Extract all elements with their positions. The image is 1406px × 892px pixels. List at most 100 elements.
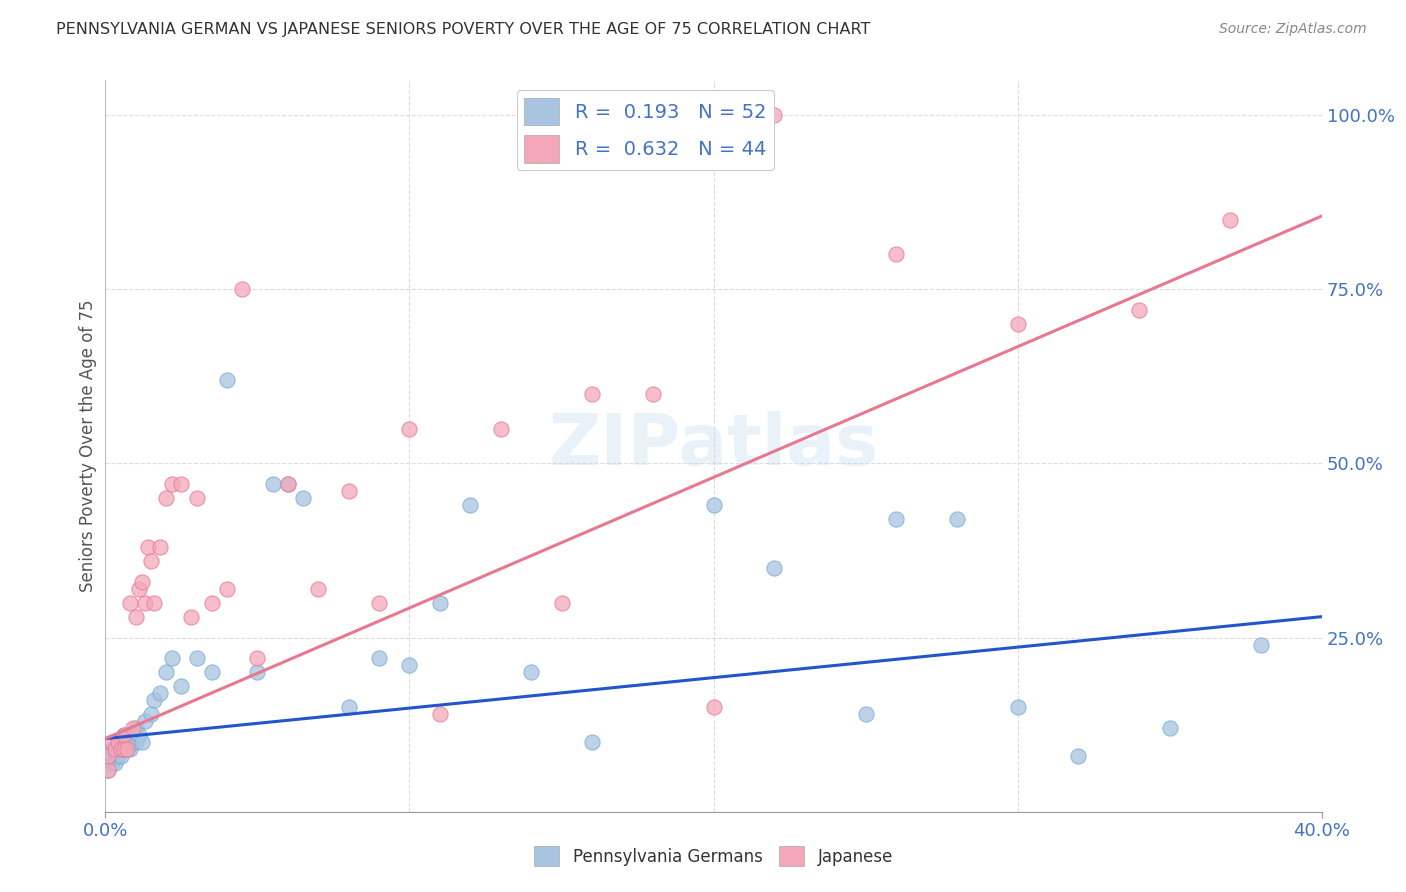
Point (149, 540, 172, 554)
Point (125, 735, 148, 749)
Point (139, 707, 162, 722)
Point (398, 421, 420, 435)
Point (125, 721, 148, 735)
Point (180, 609, 202, 624)
Point (103, 742, 125, 756)
Point (217, 373, 239, 387)
Point (115, 742, 138, 756)
Point (641, 386, 664, 401)
Point (368, 596, 391, 610)
Point (1067, 749, 1090, 764)
Point (1159, 721, 1181, 735)
Point (337, 700, 360, 714)
Point (112, 742, 135, 756)
Point (128, 728, 150, 742)
Point (884, 247, 907, 261)
Point (550, 596, 572, 610)
Point (97, 763, 120, 777)
Point (945, 512, 967, 526)
Text: Source: ZipAtlas.com: Source: ZipAtlas.com (1219, 22, 1367, 37)
Point (581, 386, 603, 401)
Point (103, 756, 125, 770)
Point (100, 735, 122, 749)
Text: PENNSYLVANIA GERMAN VS JAPANESE SENIORS POVERTY OVER THE AGE OF 75 CORRELATION C: PENNSYLVANIA GERMAN VS JAPANESE SENIORS … (56, 22, 870, 37)
Point (458, 498, 481, 512)
Point (307, 582, 329, 596)
Point (136, 540, 159, 554)
Point (262, 477, 284, 491)
Point (429, 707, 451, 722)
Point (201, 596, 224, 610)
Point (186, 651, 208, 665)
Point (118, 742, 141, 756)
Point (231, 282, 253, 296)
Point (107, 735, 129, 749)
Point (429, 596, 451, 610)
Point (131, 735, 153, 749)
Point (107, 749, 129, 764)
Point (97, 749, 120, 764)
Point (97, 763, 120, 777)
Point (277, 477, 299, 491)
Point (121, 735, 143, 749)
Point (398, 658, 420, 673)
Point (118, 728, 141, 742)
Point (110, 735, 132, 749)
Point (1007, 317, 1029, 331)
Point (763, 561, 786, 575)
Point (855, 707, 877, 722)
Point (155, 665, 177, 680)
Point (170, 679, 193, 693)
Legend: Pennsylvania Germans, Japanese: Pennsylvania Germans, Japanese (527, 839, 900, 873)
Point (520, 665, 543, 680)
Point (702, 700, 725, 714)
Point (155, 491, 177, 506)
Point (125, 609, 148, 624)
Point (201, 665, 224, 680)
Point (1219, 212, 1241, 227)
Point (162, 477, 184, 491)
Point (170, 477, 193, 491)
Point (246, 651, 269, 665)
Point (131, 574, 153, 589)
Point (115, 742, 138, 756)
Point (112, 728, 135, 742)
Point (143, 693, 166, 707)
Point (489, 421, 512, 435)
Point (884, 512, 907, 526)
Point (217, 582, 239, 596)
Text: ZIPatlas: ZIPatlas (548, 411, 879, 481)
Point (134, 714, 156, 728)
Point (112, 728, 135, 742)
Point (103, 742, 125, 756)
Point (186, 491, 208, 506)
Point (100, 756, 122, 770)
Point (702, 498, 725, 512)
Point (110, 749, 132, 764)
Point (112, 742, 135, 756)
Point (162, 651, 184, 665)
Point (121, 728, 143, 742)
Point (1128, 303, 1150, 318)
Point (1250, 638, 1272, 652)
Point (139, 554, 162, 568)
Point (149, 686, 172, 700)
Point (128, 582, 150, 596)
Point (763, 108, 786, 122)
Point (581, 735, 603, 749)
Point (337, 484, 360, 499)
Point (134, 596, 156, 610)
Y-axis label: Seniors Poverty Over the Age of 75: Seniors Poverty Over the Age of 75 (79, 300, 97, 592)
Point (246, 665, 269, 680)
Point (292, 491, 315, 506)
Point (97, 749, 120, 764)
Point (143, 596, 166, 610)
Point (1007, 700, 1029, 714)
Point (110, 742, 132, 756)
Point (100, 742, 122, 756)
Point (277, 477, 299, 491)
Point (368, 651, 391, 665)
Point (115, 735, 138, 749)
Point (118, 596, 141, 610)
Point (107, 735, 129, 749)
